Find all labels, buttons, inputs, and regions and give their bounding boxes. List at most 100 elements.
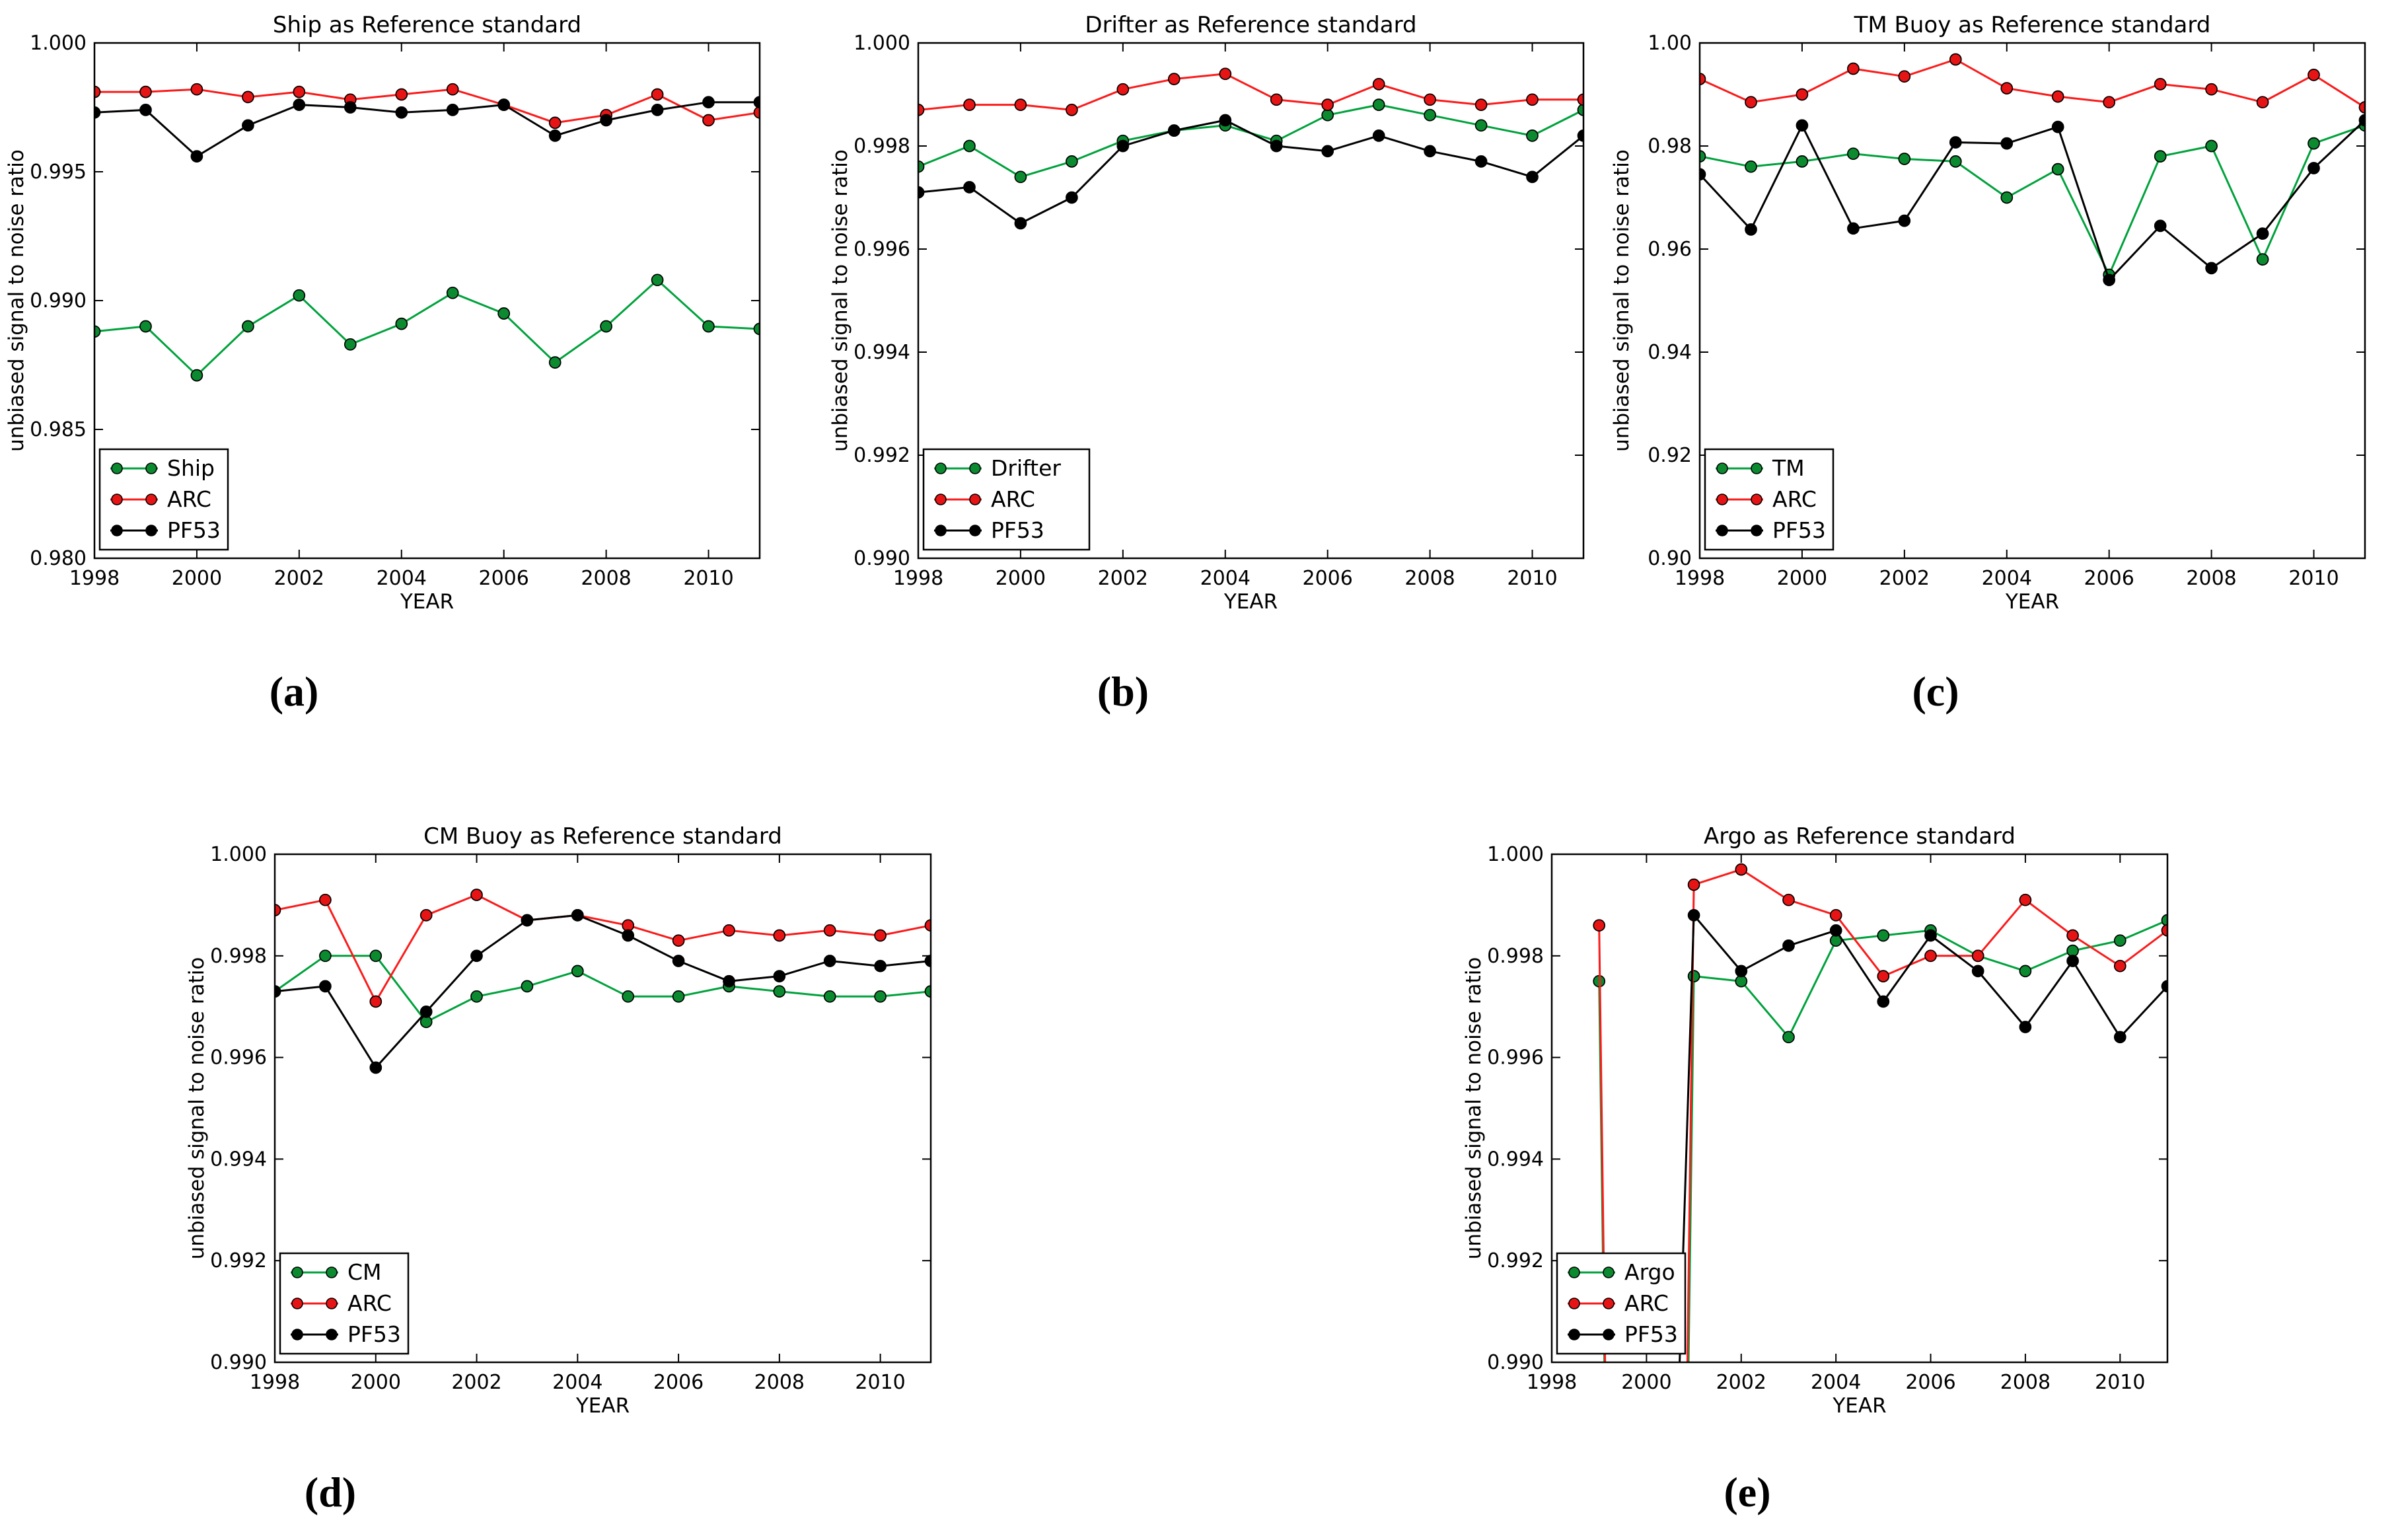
data-point-pf53 — [1829, 924, 1842, 937]
data-point-pf53 — [1898, 214, 1911, 227]
legend-marker — [145, 462, 157, 474]
legend-marker — [1568, 1266, 1580, 1278]
data-point-arc — [1577, 93, 1583, 106]
data-point-arc — [139, 85, 152, 98]
y-tick-label: 1.000 — [30, 32, 87, 55]
data-point-arc — [702, 114, 715, 127]
data-point-pf53 — [1700, 168, 1706, 181]
data-point-pf53 — [1321, 145, 1334, 158]
data-point-arc — [242, 91, 254, 104]
data-point-pf53 — [1219, 114, 1232, 127]
data-point-arc — [293, 85, 306, 98]
x-tick-label: 1998 — [893, 567, 943, 590]
data-point-arc — [1829, 908, 1842, 922]
data-point-arc — [723, 924, 735, 937]
x-tick-label: 2000 — [172, 567, 222, 590]
data-point-pf53 — [1877, 995, 1890, 1008]
legend-marker — [145, 494, 157, 505]
y-tick-label: 0.990 — [1487, 1351, 1544, 1374]
data-point-pf53 — [1847, 222, 1860, 235]
x-tick-label: 2000 — [1621, 1371, 1671, 1394]
data-point-arc — [1526, 93, 1539, 106]
y-tick-label: 0.980 — [30, 547, 87, 570]
data-point-cm — [874, 990, 887, 1003]
data-point-pf53 — [2019, 1021, 2032, 1033]
legend-label-drifter: Drifter — [991, 455, 1061, 481]
x-tick-label: 2002 — [274, 567, 324, 590]
x-tick-label: 2008 — [1404, 567, 1455, 590]
data-point-pf53 — [924, 955, 931, 967]
data-point-arc — [1700, 73, 1706, 85]
data-point-pf53 — [1270, 139, 1283, 153]
data-point-pf53 — [190, 150, 203, 163]
data-point-tm — [1949, 155, 1962, 168]
data-point-pf53 — [369, 1061, 382, 1074]
y-tick-label: 0.985 — [30, 418, 87, 441]
legend-label-ship: Ship — [167, 455, 215, 481]
data-point-arc — [2161, 924, 2167, 937]
data-point-pf53 — [1924, 929, 1937, 942]
data-point-pf53 — [1116, 139, 1130, 153]
data-point-arc — [1877, 970, 1890, 982]
data-point-drifter — [918, 160, 925, 173]
x-tick-label: 2004 — [1811, 1371, 1861, 1394]
data-point-arc — [773, 929, 786, 942]
series-line-arc — [275, 894, 931, 1003]
data-point-pf53 — [1971, 965, 1984, 978]
data-point-pf53 — [2154, 219, 2167, 233]
series-line-ship — [94, 279, 760, 377]
data-point-tm — [2205, 139, 2218, 153]
x-tick-label: 2004 — [1200, 567, 1251, 590]
x-axis-label: YEAR — [400, 590, 454, 614]
data-point-pf53 — [1687, 908, 1700, 922]
legend-marker — [1716, 525, 1728, 536]
legend: CM ARC PF53 — [279, 1252, 410, 1355]
data-point-pf53 — [521, 914, 534, 927]
legend-marker — [145, 525, 157, 536]
series-line-pf53 — [1679, 914, 2167, 1362]
data-point-arc — [2103, 96, 2116, 109]
data-point-drifter — [1526, 129, 1539, 142]
series-line-tm — [1700, 124, 2365, 276]
data-point-arc — [1971, 949, 1984, 963]
data-point-arc — [369, 995, 382, 1008]
legend-label-pf53: PF53 — [991, 517, 1044, 543]
legend-marker — [1603, 1298, 1615, 1309]
data-point-arc — [1593, 919, 1606, 932]
y-axis-label: unbiased signal to noise ratio — [1462, 957, 1486, 1260]
legend-marker — [935, 494, 947, 505]
x-tick-label: 2010 — [683, 567, 733, 590]
legend: TM ARC PF53 — [1704, 448, 1835, 551]
legend-marker — [291, 1298, 303, 1309]
data-point-pf53 — [94, 106, 101, 119]
x-tick-label: 1998 — [250, 1371, 300, 1394]
x-tick-label: 2006 — [1303, 567, 1353, 590]
caption-c: (c) — [1912, 668, 1959, 715]
data-point-pf53 — [344, 101, 357, 114]
data-point-arc — [470, 889, 483, 901]
data-point-arc — [1796, 88, 1809, 101]
data-point-pf53 — [139, 104, 152, 116]
data-point-pf53 — [651, 104, 664, 116]
plot-area — [1700, 53, 2365, 287]
chart-argo-reference: Argo as Reference standard YEAR unbiased s… — [1462, 823, 2169, 1412]
data-point-pf53 — [2307, 162, 2320, 174]
data-point-pf53 — [571, 908, 584, 922]
x-tick-label: 2010 — [855, 1371, 905, 1394]
axes-frame — [273, 853, 932, 1364]
x-tick-label: 2002 — [1716, 1371, 1766, 1394]
data-point-pf53 — [2000, 137, 2014, 150]
data-point-pf53 — [1735, 965, 1748, 978]
legend-label-tm: TM — [1772, 455, 1805, 481]
data-point-cm — [622, 990, 635, 1003]
legend-label-argo: Argo — [1624, 1259, 1675, 1285]
legend-label-arc: ARC — [347, 1290, 392, 1316]
data-point-cm — [571, 965, 584, 978]
chart-tm-buoy-reference: TM Buoy as Reference standard YEAR unbiase… — [1610, 12, 2366, 614]
data-point-pf53 — [446, 104, 459, 116]
y-tick-label: 0.994 — [210, 1148, 267, 1171]
x-tick-label: 2006 — [653, 1371, 704, 1394]
legend: Drifter ARC PF53 — [922, 448, 1091, 551]
axes-frame — [1698, 42, 2366, 560]
